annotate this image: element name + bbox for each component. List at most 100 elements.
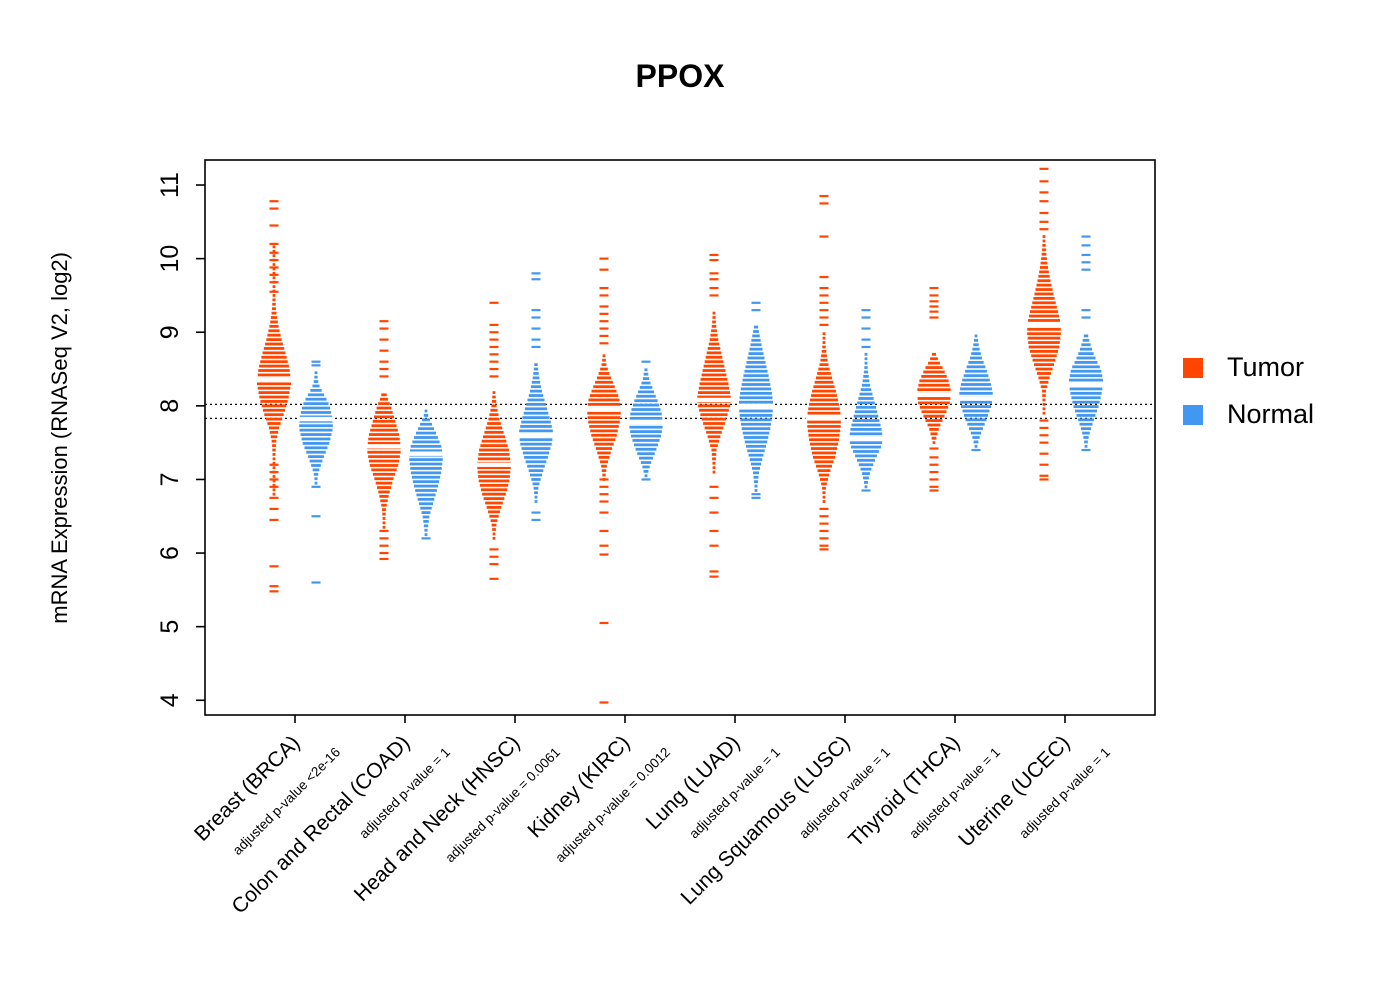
y-tick-label: 10 (156, 245, 184, 273)
legend-label-normal: Normal (1227, 399, 1315, 429)
density-dash (272, 444, 276, 447)
density-dash (477, 466, 511, 470)
outlier-dash (929, 485, 939, 488)
density-dash (300, 411, 332, 414)
density-dash (709, 338, 719, 342)
density-dash (308, 455, 324, 459)
density-dash (1040, 261, 1048, 265)
density-dash (268, 329, 280, 333)
outlier-dash (489, 367, 499, 371)
density-dash (533, 367, 539, 371)
outlier-dash (311, 364, 321, 367)
density-dash (858, 463, 874, 467)
density-dash (367, 441, 401, 445)
outlier-dash (599, 529, 609, 533)
density-dash (591, 433, 617, 437)
density-dash (812, 455, 836, 459)
density-dash (272, 245, 276, 249)
density-dash (1075, 409, 1097, 413)
density-dash (699, 408, 729, 412)
density-dash (972, 347, 980, 351)
outlier-dash (269, 207, 279, 210)
density-dash (596, 376, 612, 380)
density-dash (923, 414, 945, 418)
density-dash (382, 508, 386, 512)
outlier-dash (929, 489, 939, 492)
density-dash (272, 271, 276, 275)
density-dash (864, 352, 868, 356)
median-line (847, 436, 885, 442)
outlier-dash (379, 375, 389, 378)
density-dash (600, 460, 608, 464)
density-dash (863, 476, 869, 480)
outlier-dash (819, 544, 829, 547)
density-dash (705, 355, 723, 359)
outlier-dash (489, 360, 499, 363)
density-dash (864, 485, 868, 489)
outlier-dash (1039, 434, 1049, 437)
density-dash (523, 411, 549, 415)
outlier-dash (1039, 211, 1049, 215)
density-dash (807, 425, 841, 428)
density-dash (815, 376, 833, 380)
density-dash (380, 499, 388, 503)
density-dash (414, 436, 438, 439)
density-dash (822, 495, 826, 499)
density-dash (712, 457, 716, 461)
density-dash (264, 413, 284, 417)
density-dash (822, 486, 826, 490)
density-dash (410, 449, 442, 453)
x-category-label: Lung (LUAD) (642, 731, 745, 834)
density-dash (710, 333, 718, 337)
density-dash (1042, 239, 1046, 243)
density-dash (589, 394, 619, 397)
density-dash (482, 492, 506, 496)
density-dash (312, 468, 320, 472)
outlier-dash (379, 338, 389, 341)
density-dash (740, 418, 772, 422)
density-dash (1029, 349, 1059, 353)
density-dash (1073, 405, 1099, 408)
median-line (737, 403, 775, 409)
density-dash (415, 431, 437, 435)
density-dash (636, 394, 656, 398)
density-dash (927, 423, 941, 427)
outlier-dash (751, 301, 761, 304)
density-dash (368, 433, 400, 436)
density-dash (409, 462, 443, 466)
density-dash (704, 360, 724, 364)
density-dash (1030, 310, 1058, 314)
density-dash (966, 365, 986, 369)
outlier-dash (269, 251, 279, 254)
density-dash (302, 441, 330, 445)
density-dash (1042, 235, 1046, 238)
density-dash (711, 448, 717, 452)
density-dash (1072, 400, 1100, 404)
density-dash (267, 422, 281, 425)
outlier-dash (971, 448, 981, 452)
outlier-dash (819, 294, 829, 297)
density-dash (808, 407, 840, 411)
density-dash (595, 447, 613, 450)
density-dash (257, 382, 291, 386)
density-dash (1074, 361, 1098, 364)
density-dash (967, 422, 985, 426)
density-dash (739, 414, 773, 417)
density-dash (422, 515, 430, 519)
density-dash (637, 452, 655, 456)
outlier-dash (819, 548, 829, 551)
density-dash (960, 405, 992, 408)
density-dash (272, 457, 276, 461)
density-dash (712, 470, 716, 474)
density-dash (642, 465, 650, 469)
density-dash (411, 475, 441, 479)
density-dash (712, 466, 716, 470)
density-dash (301, 437, 331, 441)
density-dash (601, 469, 607, 473)
density-dash (314, 481, 318, 485)
density-dash (818, 473, 830, 477)
density-dash (1029, 314, 1059, 318)
outlier-dash (531, 272, 541, 275)
density-dash (1041, 252, 1047, 256)
density-dash (809, 442, 839, 446)
